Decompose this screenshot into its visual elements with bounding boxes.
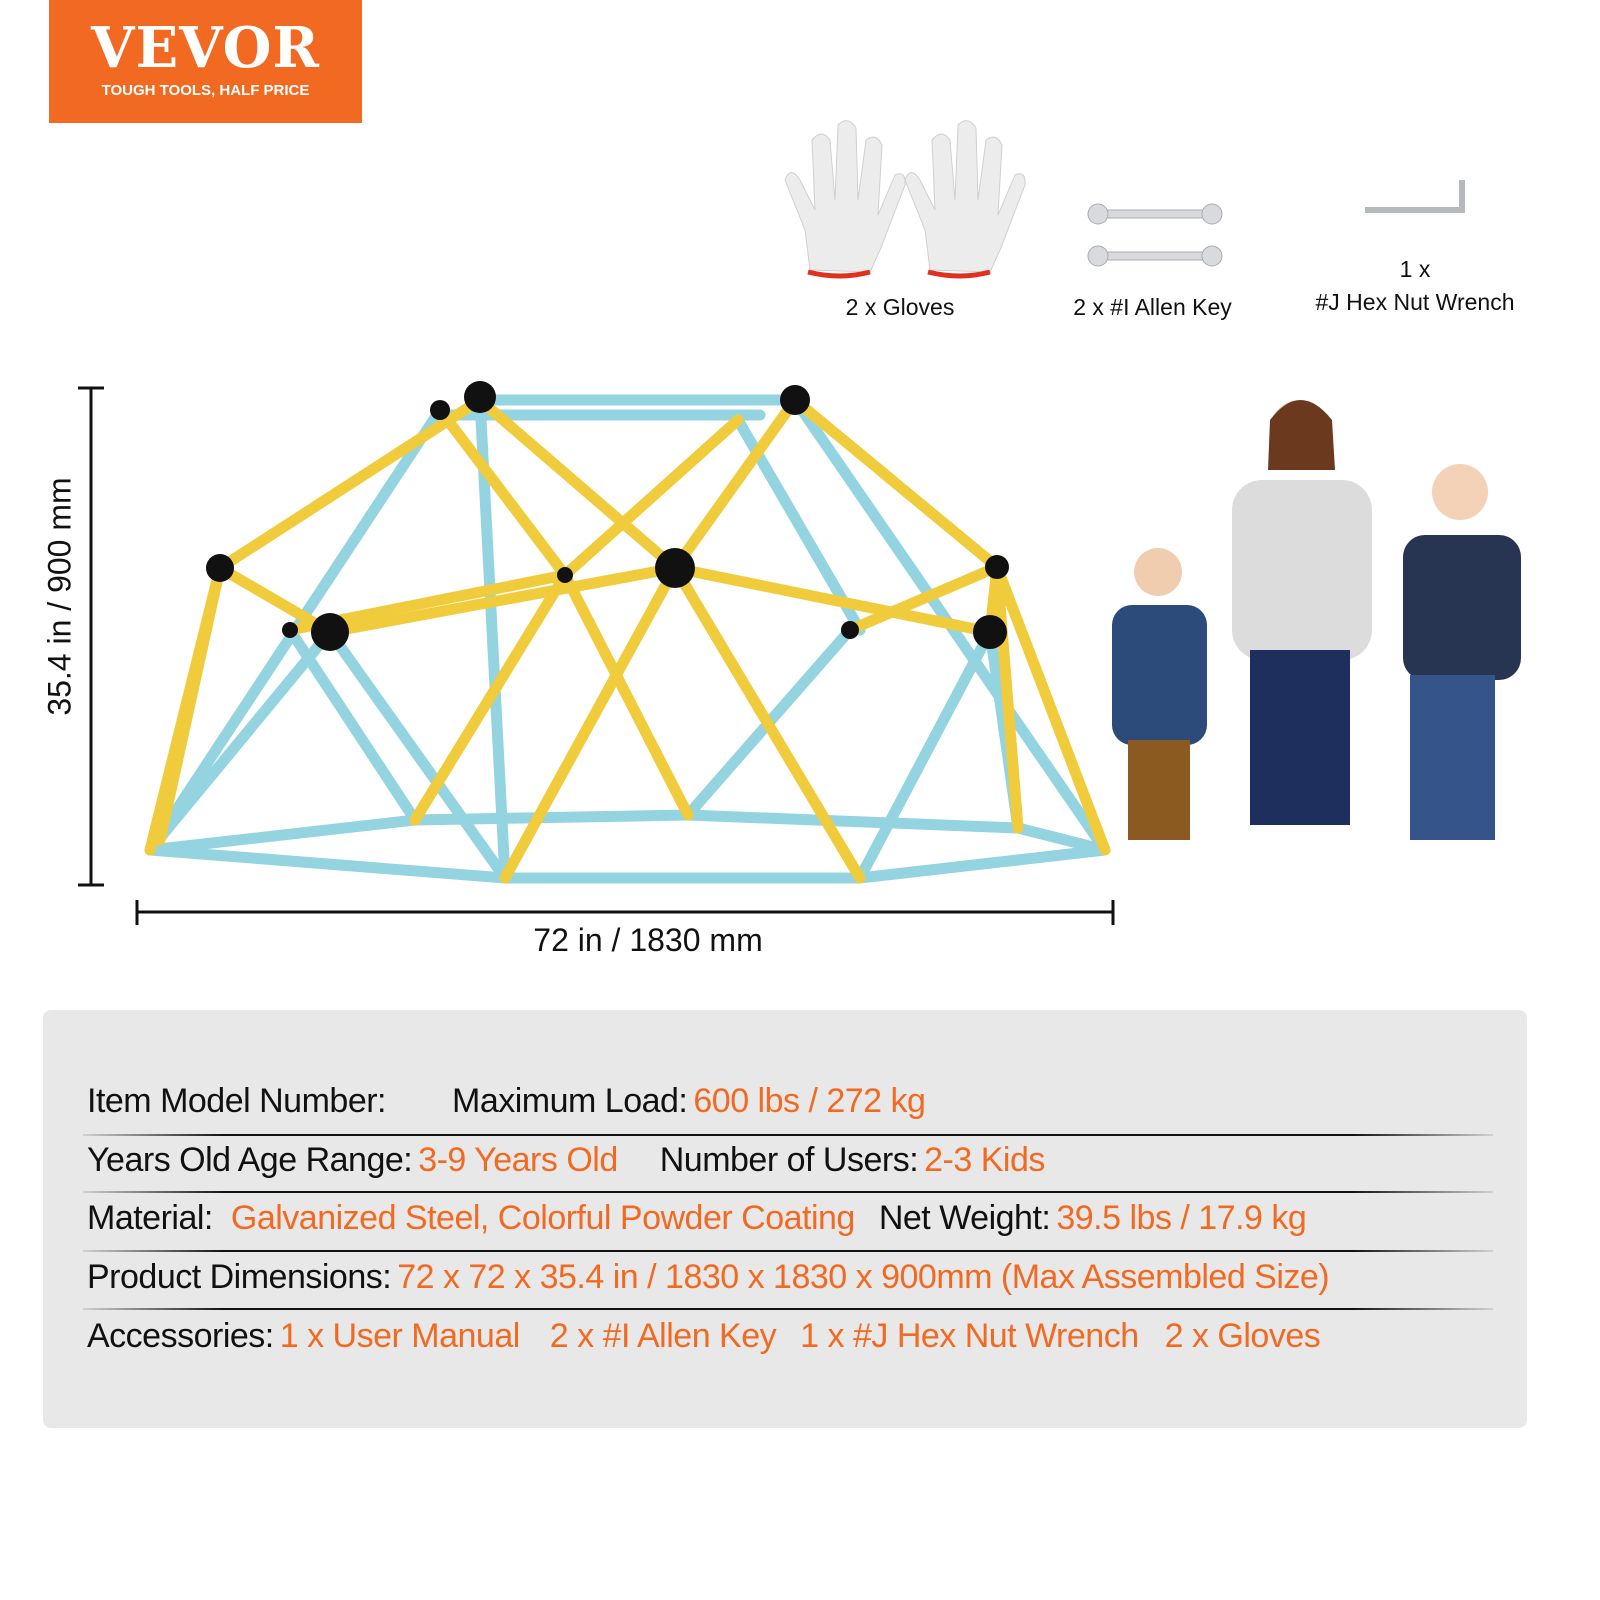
vevor-logo: VEVOR TOUGH TOOLS, HALF PRICE xyxy=(49,0,362,123)
age-range-value: 3-9 Years Old xyxy=(418,1141,618,1179)
accessory-item: 2 x #I Allen Key xyxy=(549,1317,777,1355)
net-weight-value: 39.5 lbs / 17.9 kg xyxy=(1056,1199,1307,1237)
dimensions-value: 72 x 72 x 35.4 in / 1830 x 1830 x 900mm … xyxy=(397,1258,1330,1296)
gloves-icon xyxy=(784,120,1026,279)
specifications-panel: Item Model Number: Maximum Load: 600 lbs /… xyxy=(43,1010,1527,1428)
users-value: 2-3 Kids xyxy=(924,1141,1045,1179)
hex-wrench-label-2: #J Hex Nut Wrench xyxy=(1315,289,1515,315)
max-load-label: Maximum Load: xyxy=(452,1082,688,1120)
width-dimension-line xyxy=(135,900,1115,925)
climbing-dome xyxy=(144,381,1111,884)
height-dimension-label: 35.4 in / 900 mm xyxy=(41,477,78,716)
model-number-label: Item Model Number: xyxy=(87,1082,387,1120)
material-label: Material: xyxy=(87,1199,213,1237)
hex-wrench-label-1: 1 x xyxy=(1399,256,1431,282)
spec-row-3: Material: Galvanized Steel, Colorful Powd… xyxy=(87,1199,1312,1238)
accessory-item: 1 x User Manual xyxy=(279,1317,521,1355)
accessories-label: Accessories: xyxy=(87,1317,274,1355)
divider xyxy=(83,1134,1493,1136)
spec-row-1: Item Model Number: Maximum Load: 600 lbs /… xyxy=(87,1082,931,1121)
wrench-icon xyxy=(1087,203,1223,267)
allen-key-label: 2 x #I Allen Key xyxy=(1073,294,1232,320)
accessory-item: 1 x #J Hex Nut Wrench xyxy=(800,1317,1139,1355)
accessory-item: 2 x Gloves xyxy=(1164,1317,1321,1355)
height-dimension-line xyxy=(78,386,104,887)
spec-row-4: Product Dimensions: 72 x 72 x 35.4 in / 1… xyxy=(87,1258,1335,1297)
logo-tagline: TOUGH TOOLS, HALF PRICE xyxy=(101,82,310,99)
children-figures xyxy=(1112,400,1521,840)
dimensions-label: Product Dimensions: xyxy=(87,1258,392,1296)
users-label: Number of Users: xyxy=(659,1141,919,1179)
material-value: Galvanized Steel, Colorful Powder Coatin… xyxy=(230,1199,855,1237)
gloves-label: 2 x Gloves xyxy=(845,294,955,320)
allen-key-icon xyxy=(1365,180,1465,213)
net-weight-label: Net Weight: xyxy=(878,1199,1051,1237)
spec-row-5: Accessories: 1 x User Manual 2 x #I Allen … xyxy=(87,1317,1326,1356)
divider xyxy=(83,1250,1493,1252)
divider xyxy=(83,1308,1493,1310)
width-dimension-label: 72 in / 1830 mm xyxy=(533,922,763,958)
divider xyxy=(83,1191,1493,1193)
logo-brand: VEVOR xyxy=(91,15,320,81)
max-load-value: 600 lbs / 272 kg xyxy=(693,1082,926,1120)
age-range-label: Years Old Age Range: xyxy=(87,1141,413,1179)
spec-row-2: Years Old Age Range: 3-9 Years Old Number … xyxy=(87,1141,1051,1180)
